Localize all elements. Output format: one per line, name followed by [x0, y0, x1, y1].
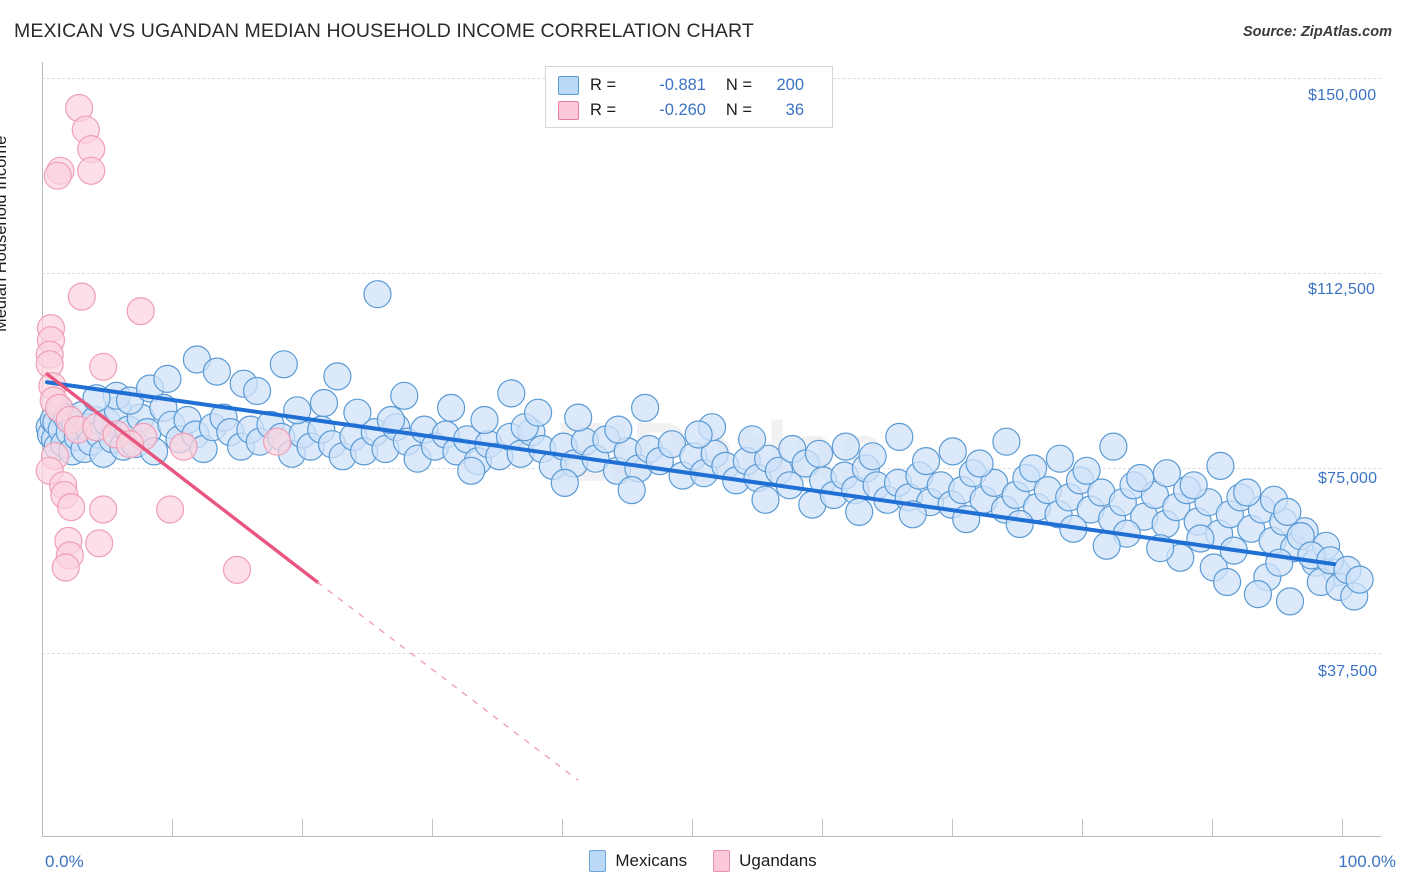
x-tick [952, 819, 953, 836]
x-tick [692, 819, 693, 836]
stats-row-mexicans: R = -0.881 N = 200 [558, 73, 822, 98]
legend-item-mexicans[interactable]: Mexicans [589, 850, 687, 872]
r-label: R = [590, 76, 617, 94]
n-value-mexicans: 200 [776, 76, 804, 94]
gridline-112500 [42, 273, 1381, 274]
legend-label-ugandans: Ugandans [739, 851, 817, 870]
correlation-stats-box: R = -0.881 N = 200 R = -0.260 N = 36 [545, 66, 833, 128]
y-tick-label-112500: $112,500 [1308, 281, 1376, 298]
x-tick [562, 819, 563, 836]
series-legend: Mexicans Ugandans [0, 850, 1406, 872]
x-tick [1082, 819, 1083, 836]
r-value-ugandans: -0.260 [659, 101, 706, 119]
r-value-mexicans: -0.881 [659, 76, 706, 94]
x-tick [1212, 819, 1213, 836]
pink-swatch-icon [558, 101, 579, 120]
x-tick [302, 819, 303, 836]
legend-label-mexicans: Mexicans [615, 851, 688, 870]
x-axis-min-label: 0.0% [45, 852, 84, 871]
legend-item-ugandans[interactable]: Ugandans [713, 850, 817, 872]
r-label: R = [590, 101, 617, 119]
x-tick [172, 819, 173, 836]
x-axis-max-label: 100.0% [1338, 852, 1396, 871]
y-tick-label-150000: $150,000 [1308, 87, 1377, 104]
x-tick [432, 819, 433, 836]
legend-swatch-mexicans-icon [589, 850, 607, 872]
x-tick [1342, 819, 1343, 836]
plot-area [42, 62, 1381, 836]
y-tick-label-75000: $75,000 [1318, 470, 1378, 487]
stats-row-ugandans: R = -0.260 N = 36 [558, 98, 822, 123]
y-axis-title: Median Household Income [0, 135, 10, 332]
n-label: N = [725, 101, 752, 119]
blue-swatch-icon [558, 76, 579, 95]
legend-swatch-ugandans-icon [713, 850, 731, 872]
n-value-ugandans: 36 [785, 101, 804, 119]
y-axis-line [42, 62, 43, 836]
n-label: N = [725, 76, 752, 94]
page-title: MEXICAN VS UGANDAN MEDIAN HOUSEHOLD INCO… [14, 20, 754, 42]
gridline-37500 [42, 653, 1381, 654]
y-tick-label-37500: $37,500 [1318, 663, 1378, 680]
x-tick [822, 819, 823, 836]
gridline-75000 [42, 468, 1381, 469]
x-axis-line [42, 836, 1381, 837]
source-attribution: Source: ZipAtlas.com [1242, 24, 1392, 40]
